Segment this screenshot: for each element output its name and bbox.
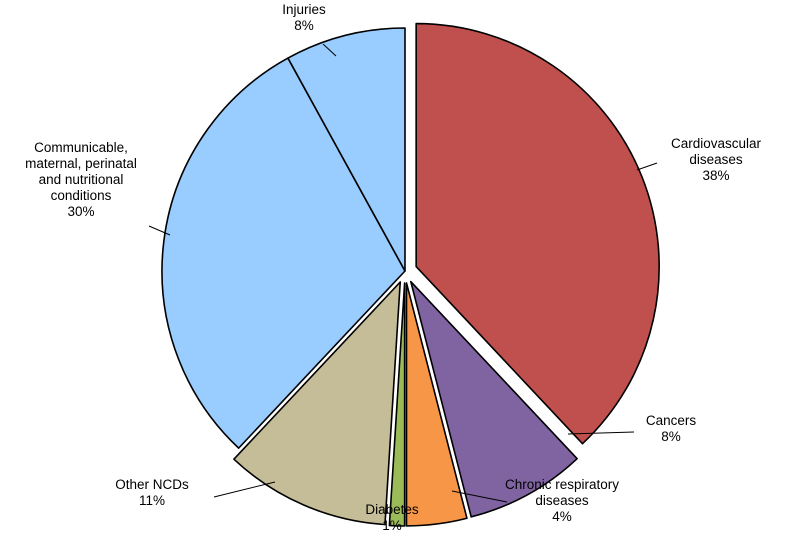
labels-layer: Cardiovascular diseases 38%Cancers 8%Chroni… [25,2,761,533]
slice-label-line: Cardiovascular [671,136,762,151]
pie-slice-cancers [409,280,578,518]
slice-label: Injuries 8% [282,2,326,33]
leader-lines-layer [148,43,658,503]
leader-line [636,162,658,171]
pie-slice-injuries [287,27,406,272]
pie-slice-other-ncds [233,281,402,526]
pie-slice-communicable-maternal-perinatal-and-nutritional-conditions [161,57,406,449]
slices-layer [161,22,660,527]
slice-label: Communicable, maternal, perinatal and nutr… [25,140,137,219]
slice-value-text: 30% [67,204,94,219]
slice-label-line: Injuries [282,2,326,17]
pie-slice-chronic-respiratory-diseases [405,282,468,527]
slice-label-line: maternal, perinatal [25,156,137,171]
slice-label-line: Chronic respiratory [505,477,619,492]
leader-line [451,490,508,503]
slice-label: Cancers 8% [646,413,697,444]
leader-line [213,481,276,498]
slice-value-text: 38% [702,168,729,183]
slice-label-line: Cancers [646,413,697,428]
slice-label: Diabetes 1% [365,502,419,533]
slice-value-text: 8% [294,18,314,33]
slice-label-line: Communicable, [34,140,128,155]
slice-value-text: 11% [139,493,165,508]
leader-line [567,431,635,435]
slice-label-line: Other NCDs [115,477,189,492]
slice-label-line: diseases [535,493,589,508]
slice-value-text: 1% [382,518,402,533]
slice-value-text: 4% [552,509,572,524]
pie-slice-diabetes [388,282,406,527]
pie-slice-cardiovascular-diseases [415,22,660,445]
slice-label: Cardiovascular diseases 38% [671,136,762,183]
slice-label-line: diseases [689,152,743,167]
slice-value-text: 8% [661,429,681,444]
slice-label-line: and nutritional [39,172,124,187]
slice-label-line: Diabetes [365,502,419,517]
slice-label: Other NCDs 11% [115,477,189,508]
slice-label: Chronic respiratory diseases 4% [505,477,619,524]
leader-line [322,43,337,57]
slice-label-line: conditions [51,188,112,203]
leader-line [148,225,171,236]
